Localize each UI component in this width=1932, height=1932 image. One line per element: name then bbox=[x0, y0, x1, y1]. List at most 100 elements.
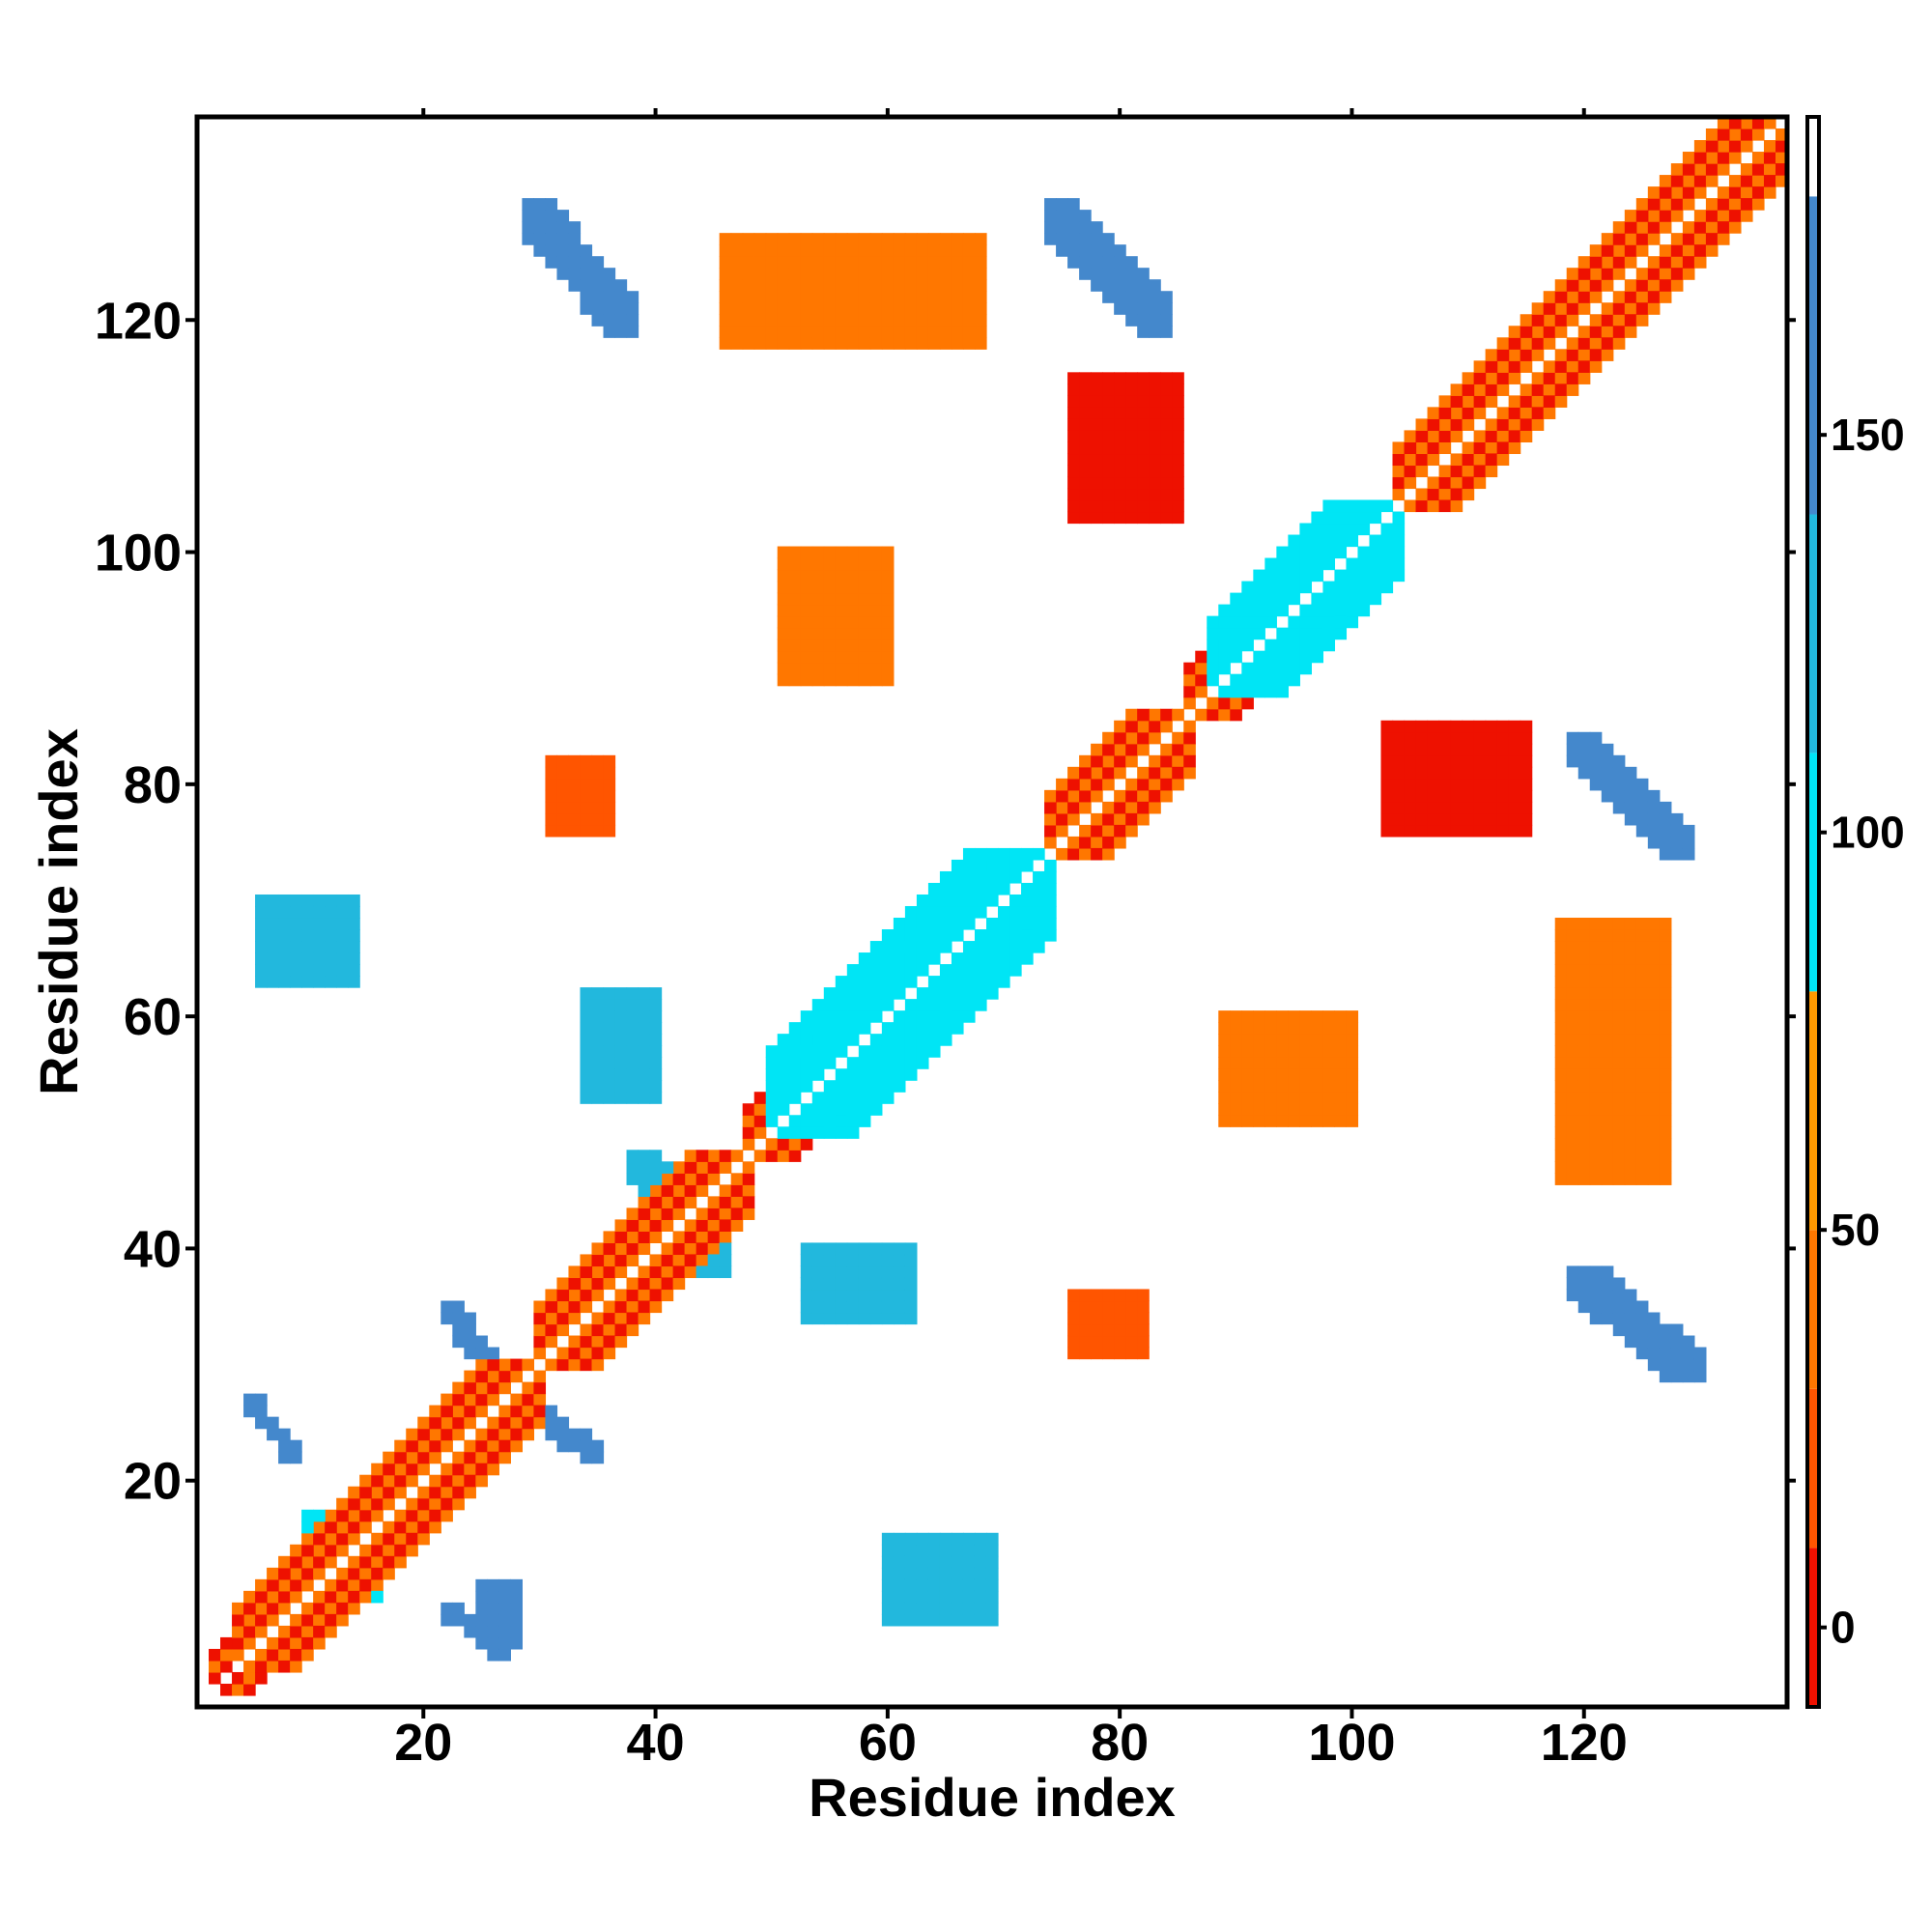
heatmap-cell bbox=[1589, 1068, 1603, 1081]
heatmap-cell bbox=[1102, 233, 1115, 245]
heatmap-cell bbox=[1264, 1080, 1277, 1093]
heatmap-cell bbox=[394, 1520, 407, 1534]
heatmap-cell bbox=[1601, 326, 1614, 338]
heatmap-cell bbox=[1195, 685, 1208, 698]
heatmap-cell bbox=[893, 326, 906, 338]
heatmap-cell bbox=[301, 1520, 314, 1534]
heatmap-cell bbox=[881, 952, 895, 965]
heatmap-cell bbox=[927, 244, 941, 257]
heatmap-cell bbox=[753, 1126, 767, 1139]
heatmap-cell bbox=[1230, 1034, 1242, 1046]
heatmap-cell bbox=[1380, 557, 1394, 571]
heatmap-cell bbox=[858, 976, 871, 988]
heatmap-cell bbox=[1334, 534, 1348, 548]
heatmap-cell bbox=[545, 754, 558, 768]
heatmap-cell bbox=[1601, 1265, 1614, 1279]
heatmap-cell bbox=[1334, 1034, 1348, 1046]
heatmap-cell bbox=[359, 1520, 372, 1534]
x-axis-title: Residue index bbox=[809, 1767, 1176, 1828]
heatmap-cell bbox=[1520, 314, 1533, 327]
heatmap-cell bbox=[1647, 256, 1661, 269]
heatmap-cell bbox=[1264, 1092, 1277, 1104]
heatmap-cell bbox=[1612, 302, 1626, 315]
heatmap-cell bbox=[209, 1648, 221, 1662]
heatmap-cell bbox=[1566, 1289, 1579, 1302]
heatmap-cell bbox=[1670, 1335, 1684, 1349]
heatmap-cell bbox=[638, 1312, 651, 1325]
heatmap-cell bbox=[1624, 778, 1637, 791]
heatmap-cell bbox=[1288, 581, 1300, 594]
heatmap-cell bbox=[1496, 430, 1510, 442]
heatmap-cell bbox=[522, 1381, 535, 1395]
heatmap-cell bbox=[1670, 1347, 1684, 1360]
heatmap-cell bbox=[1624, 918, 1637, 930]
heatmap-cell bbox=[985, 929, 999, 942]
heatmap-cell bbox=[672, 1242, 686, 1256]
heatmap-cell bbox=[1102, 847, 1115, 861]
heatmap-cell bbox=[591, 1034, 605, 1046]
heatmap-cell bbox=[765, 291, 779, 303]
heatmap-cell bbox=[916, 941, 929, 953]
heatmap-cell bbox=[881, 291, 895, 303]
heatmap-cell bbox=[209, 1660, 221, 1673]
heatmap-cell bbox=[1635, 1335, 1649, 1349]
heatmap-cell bbox=[545, 1289, 558, 1302]
heatmap-cell bbox=[1149, 291, 1161, 303]
heatmap-cell bbox=[603, 812, 616, 826]
heatmap-cell bbox=[1450, 453, 1463, 467]
heatmap-cell bbox=[1125, 314, 1138, 327]
heatmap-cell bbox=[1682, 256, 1695, 269]
heatmap-cell bbox=[626, 314, 639, 327]
heatmap-cell bbox=[927, 1578, 941, 1592]
heatmap-cell bbox=[1659, 812, 1672, 826]
heatmap-cell bbox=[638, 1150, 651, 1162]
heatmap-cell bbox=[1601, 929, 1614, 942]
heatmap-cell bbox=[1404, 766, 1417, 780]
heatmap-cell bbox=[1635, 314, 1649, 327]
heatmap-cell bbox=[1276, 546, 1289, 559]
heatmap-cell bbox=[869, 627, 883, 640]
heatmap-cell bbox=[1705, 152, 1719, 164]
heatmap-cell bbox=[835, 1242, 848, 1256]
heatmap-cell bbox=[267, 918, 279, 930]
heatmap-cell bbox=[742, 1126, 755, 1139]
heatmap-cell bbox=[475, 1474, 488, 1488]
heatmap-cell bbox=[255, 1648, 268, 1662]
heatmap-cell bbox=[1682, 198, 1695, 211]
heatmap-cell bbox=[267, 941, 279, 953]
heatmap-cell bbox=[1137, 407, 1150, 419]
heatmap-cell bbox=[591, 801, 605, 814]
heatmap-cell bbox=[1670, 279, 1684, 292]
heatmap-cell bbox=[580, 1068, 593, 1081]
heatmap-cell bbox=[1114, 743, 1126, 756]
heatmap-cell bbox=[893, 1022, 906, 1035]
heatmap-cell bbox=[1114, 511, 1126, 525]
heatmap-cell bbox=[788, 1080, 802, 1093]
heatmap-cell bbox=[962, 256, 976, 269]
heatmap-cell bbox=[383, 1486, 395, 1499]
heatmap-cell bbox=[916, 1045, 929, 1058]
heatmap-cell bbox=[881, 650, 895, 664]
heatmap-cell bbox=[846, 581, 860, 594]
heatmap-cell bbox=[1462, 441, 1475, 455]
heatmap-cell bbox=[1566, 999, 1579, 1011]
heatmap-cell bbox=[556, 824, 570, 838]
heatmap-cell bbox=[556, 1323, 570, 1337]
heatmap-cell bbox=[1577, 964, 1591, 977]
heatmap-cell bbox=[1253, 1068, 1265, 1081]
heatmap-cell bbox=[823, 639, 837, 652]
heatmap-cell bbox=[1253, 673, 1265, 687]
heatmap-cell bbox=[835, 268, 848, 280]
heatmap-cell bbox=[1589, 326, 1603, 338]
heatmap-cell bbox=[1554, 1034, 1568, 1046]
heatmap-cell bbox=[1160, 291, 1173, 303]
heatmap-cell bbox=[1450, 801, 1463, 814]
heatmap-cell bbox=[823, 662, 837, 675]
heatmap-cell bbox=[1520, 778, 1533, 791]
heatmap-cell bbox=[1334, 1057, 1348, 1069]
heatmap-cell bbox=[858, 1254, 871, 1267]
heatmap-cell bbox=[974, 1555, 987, 1569]
heatmap-cell bbox=[753, 326, 767, 338]
heatmap-cell bbox=[591, 1289, 605, 1302]
heatmap-cell bbox=[545, 801, 558, 814]
